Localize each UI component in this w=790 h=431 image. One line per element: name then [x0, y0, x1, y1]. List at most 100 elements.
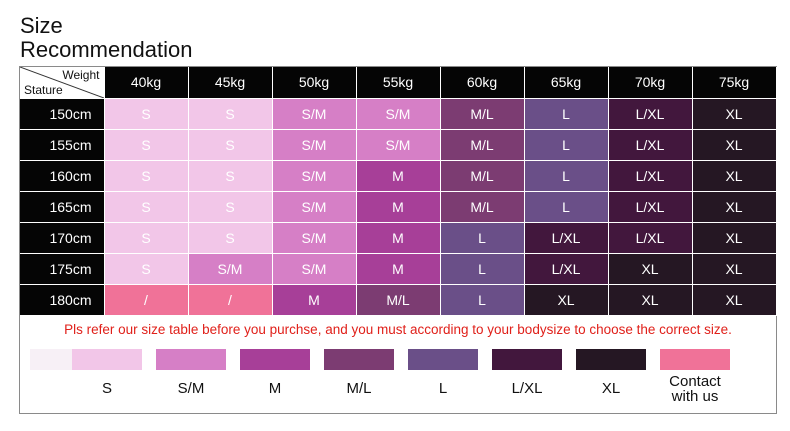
- size-chart-frame: Weight Stature 40kg 45kg 50kg 55kg 60kg 65kg 7…: [19, 66, 777, 414]
- size-cell: L: [440, 253, 525, 285]
- size-cell: L/XL: [608, 129, 693, 161]
- legend-label: Contact with us: [669, 373, 721, 405]
- weight-header-55kg: 55kg: [356, 67, 441, 99]
- corner-cell: Weight Stature: [20, 67, 105, 99]
- size-cell: M/L: [440, 160, 525, 192]
- size-cell: XL: [692, 191, 777, 223]
- height-label: 175cm: [20, 253, 105, 285]
- weight-header-70kg: 70kg: [608, 67, 693, 99]
- size-cell: S/M: [272, 191, 357, 223]
- legend-lead-swatch: [30, 349, 74, 370]
- legend-label: XL: [601, 380, 621, 397]
- table-row: 155cm S S S/M S/M M/L L L/XL XL: [20, 129, 777, 161]
- weight-header-40kg: 40kg: [104, 67, 189, 99]
- size-cell: XL: [524, 284, 609, 316]
- table-row: 170cm S S S/M M L L/XL L/XL XL: [20, 222, 777, 254]
- size-cell: L: [524, 160, 609, 192]
- size-cell: L/XL: [608, 160, 693, 192]
- size-cell: M/L: [440, 98, 525, 130]
- size-cell: L/XL: [608, 98, 693, 130]
- size-cell: M: [356, 222, 441, 254]
- size-cell: L: [524, 129, 609, 161]
- legend-label: L: [438, 380, 448, 397]
- legend-label: M: [268, 380, 282, 397]
- height-label: 160cm: [20, 160, 105, 192]
- weight-axis-label: Weight: [62, 68, 100, 82]
- weight-header-row: Weight Stature 40kg 45kg 50kg 55kg 60kg 65kg 7…: [20, 67, 777, 99]
- size-cell: S/M: [272, 129, 357, 161]
- table-row: 180cm / / M M/L L XL XL XL: [20, 284, 777, 316]
- legend-swatch: [660, 349, 730, 370]
- height-label: 180cm: [20, 284, 105, 316]
- size-cell: S/M: [356, 98, 441, 130]
- size-cell: S: [104, 160, 189, 192]
- size-cell: L: [524, 191, 609, 223]
- size-cell: S/M: [356, 129, 441, 161]
- legend-swatch: [240, 349, 310, 370]
- page-title: Size Recommendation: [20, 14, 192, 62]
- table-row: 175cm S S/M S/M M L L/XL XL XL: [20, 253, 777, 285]
- size-cell: L/XL: [608, 191, 693, 223]
- height-label: 150cm: [20, 98, 105, 130]
- title-line-2: Recommendation: [20, 37, 193, 62]
- size-cell: S: [104, 129, 189, 161]
- legend-label: L/XL: [511, 380, 543, 397]
- size-cell: L: [524, 98, 609, 130]
- size-cell: S: [188, 191, 273, 223]
- size-cell: L: [440, 284, 525, 316]
- size-cell: S: [104, 98, 189, 130]
- size-cell: XL: [692, 222, 777, 254]
- size-cell: S/M: [272, 253, 357, 285]
- corner-diagonal-icon: [20, 67, 104, 98]
- size-cell: M/L: [356, 284, 441, 316]
- size-advice-note: Pls refer our size table before you purc…: [64, 322, 732, 337]
- height-label: 155cm: [20, 129, 105, 161]
- size-table: Weight Stature 40kg 45kg 50kg 55kg 60kg 65kg 7…: [20, 67, 777, 316]
- weight-header-75kg: 75kg: [692, 67, 777, 99]
- size-cell: S/M: [188, 253, 273, 285]
- size-cell: XL: [692, 253, 777, 285]
- size-cell: M: [356, 191, 441, 223]
- legend-swatch: [576, 349, 646, 370]
- size-cell: M: [272, 284, 357, 316]
- legend-swatch: [492, 349, 562, 370]
- size-cell: /: [104, 284, 189, 316]
- size-cell: S: [188, 160, 273, 192]
- weight-header-50kg: 50kg: [272, 67, 357, 99]
- legend-label: M/L: [346, 380, 372, 397]
- size-cell: L/XL: [524, 222, 609, 254]
- legend-swatch: [72, 349, 142, 370]
- table-row: 160cm S S S/M M M/L L L/XL XL: [20, 160, 777, 192]
- size-cell: S: [104, 253, 189, 285]
- size-cell: XL: [692, 129, 777, 161]
- size-cell: S/M: [272, 98, 357, 130]
- size-cell: S/M: [272, 160, 357, 192]
- legend-swatch: [408, 349, 478, 370]
- size-cell: XL: [608, 253, 693, 285]
- height-label: 170cm: [20, 222, 105, 254]
- size-cell: S: [188, 129, 273, 161]
- height-label: 165cm: [20, 191, 105, 223]
- size-cell: M: [356, 253, 441, 285]
- size-cell: L: [440, 222, 525, 254]
- size-cell: XL: [692, 160, 777, 192]
- size-cell: L/XL: [524, 253, 609, 285]
- weight-header-65kg: 65kg: [524, 67, 609, 99]
- legend-label: S: [101, 380, 112, 397]
- size-cell: M/L: [440, 129, 525, 161]
- size-cell: S: [104, 222, 189, 254]
- legend-swatch: [156, 349, 226, 370]
- size-cell: XL: [692, 284, 777, 316]
- size-cell: M/L: [440, 191, 525, 223]
- color-legend: S S/M M M/L L L/XL XL Contact with us: [20, 349, 776, 413]
- stature-axis-label: Stature: [24, 82, 63, 97]
- size-cell: XL: [608, 284, 693, 316]
- table-row: 165cm S S S/M M M/L L L/XL XL: [20, 191, 777, 223]
- size-cell: M: [356, 160, 441, 192]
- size-cell: S: [104, 191, 189, 223]
- weight-header-45kg: 45kg: [188, 67, 273, 99]
- title-line-1: Size: [20, 13, 63, 38]
- size-cell: XL: [692, 98, 777, 130]
- size-cell: /: [188, 284, 273, 316]
- legend-swatch: [324, 349, 394, 370]
